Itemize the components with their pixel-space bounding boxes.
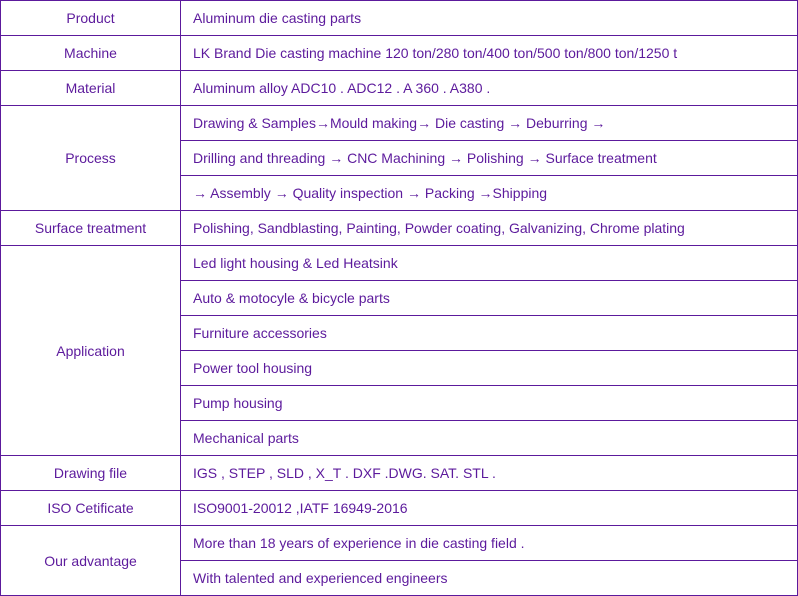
advantage-row1: More than 18 years of experience in die …: [181, 526, 798, 561]
application-label: Application: [1, 246, 181, 456]
table-row: Material Aluminum alloy ADC10 . ADC12 . …: [1, 71, 798, 106]
specification-table: Product Aluminum die casting parts Machi…: [0, 0, 798, 596]
material-label: Material: [1, 71, 181, 106]
table-row: Application Led light housing & Led Heat…: [1, 246, 798, 281]
product-value: Aluminum die casting parts: [181, 1, 798, 36]
table-row: Product Aluminum die casting parts: [1, 1, 798, 36]
application-row4: Power tool housing: [181, 351, 798, 386]
table-row: Machine LK Brand Die casting machine 120…: [1, 36, 798, 71]
surface-value: Polishing, Sandblasting, Painting, Powde…: [181, 211, 798, 246]
application-row2: Auto & motocyle & bicycle parts: [181, 281, 798, 316]
process-label: Process: [1, 106, 181, 211]
application-row1: Led light housing & Led Heatsink: [181, 246, 798, 281]
table-row: Drawing file IGS , STEP , SLD , X_T . DX…: [1, 456, 798, 491]
material-value: Aluminum alloy ADC10 . ADC12 . A 360 . A…: [181, 71, 798, 106]
table-row: Process Drawing & Samples→Mould making→ …: [1, 106, 798, 141]
process-row1: Drawing & Samples→Mould making→ Die cast…: [181, 106, 798, 141]
product-label: Product: [1, 1, 181, 36]
application-row6: Mechanical parts: [181, 421, 798, 456]
application-row3: Furniture accessories: [181, 316, 798, 351]
advantage-row2: With talented and experienced engineers: [181, 561, 798, 596]
process-row2: Drilling and threading → CNC Machining →…: [181, 141, 798, 176]
machine-value: LK Brand Die casting machine 120 ton/280…: [181, 36, 798, 71]
table-row: Our advantage More than 18 years of expe…: [1, 526, 798, 561]
iso-value: ISO9001-20012 ,IATF 16949-2016: [181, 491, 798, 526]
drawingfile-value: IGS , STEP , SLD , X_T . DXF .DWG. SAT. …: [181, 456, 798, 491]
drawingfile-label: Drawing file: [1, 456, 181, 491]
machine-label: Machine: [1, 36, 181, 71]
advantage-label: Our advantage: [1, 526, 181, 596]
table-row: ISO Cetificate ISO9001-20012 ,IATF 16949…: [1, 491, 798, 526]
process-row3: → Assembly → Quality inspection → Packin…: [181, 176, 798, 211]
iso-label: ISO Cetificate: [1, 491, 181, 526]
application-row5: Pump housing: [181, 386, 798, 421]
table-row: Surface treatment Polishing, Sandblastin…: [1, 211, 798, 246]
surface-label: Surface treatment: [1, 211, 181, 246]
